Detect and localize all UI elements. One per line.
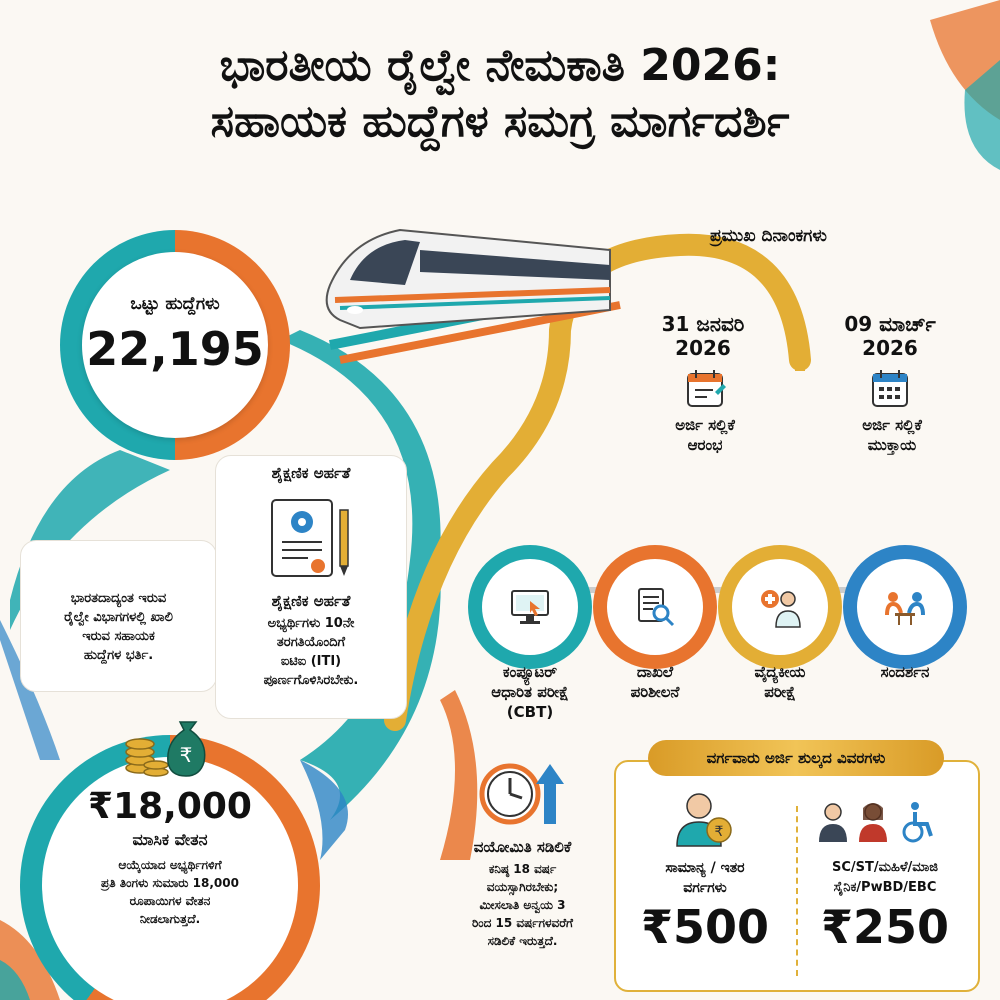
salary-line-3: ರೂಪಾಯಿಗಳ ವೇತನ (129, 894, 211, 908)
salary-line-1: ಆಯ್ಕೆಯಾದ ಅಭ್ಯರ್ಥಿಗಳಿಗೆ (118, 858, 222, 872)
date-start-label-line-1: ಅರ್ಜಿ ಸಲ್ಲಿಕೆ (675, 416, 735, 434)
title-line-2: ಸಹಾಯಕ ಹುದ್ದೆಗಳ ಸಮಗ್ರ ಮಾರ್ಗದರ್ಶಿ (210, 96, 790, 147)
certificate-icon (271, 499, 349, 577)
svg-text:₹: ₹ (715, 824, 724, 840)
total-posts-label: ಒಟ್ಟು ಹುದ್ದೆಗಳು (130, 294, 220, 314)
interview-icon (885, 592, 925, 625)
salary-label: ಮಾಸಿಕ ವೇತನ (132, 830, 208, 849)
age-line-4: ರಿಂದ 15 ವರ್ಷಗಳವರೆಗೆ (471, 916, 574, 930)
money-bag-icon: ₹ (125, 721, 206, 777)
fee-reserved-amount: ₹250 (820, 900, 950, 954)
fee-general-amount: ₹500 (640, 900, 770, 954)
date-start-label: ಅರ್ಜಿ ಸಲ್ಲಿಕೆ ಆರಂಭ (640, 415, 770, 455)
date-end-label-line-2: ಮುಕ್ತಾಯ (867, 436, 917, 454)
date-end-label: ಅರ್ಜಿ ಸಲ್ಲಿಕೆ ಮುಕ್ತಾಯ (827, 415, 957, 455)
date-end-year: 2026 (862, 336, 918, 360)
calendar-edit-icon (687, 370, 726, 407)
title-line-1: ಭಾರತೀಯ ರೈಲ್ವೇ ನೇಮಕಾತಿ 2026: (219, 40, 781, 91)
step-label-interview-line-1: ಸಂದರ್ಶನ (880, 663, 930, 681)
step-label-cbt: ಕಂಪ್ಯೂಟರ್ ಆಧಾರಿತ ಪರೀಕ್ಷೆ (CBT) (455, 662, 605, 722)
education-line-2: ತರಗತಿಯೊಂದಿಗೆ (276, 635, 346, 650)
medical-doctor-icon (761, 590, 801, 628)
description-line-1: ಭಾರತದಾದ್ಯಂತ ಇರುವ (70, 591, 167, 606)
age-line-2: ವಯಸ್ಸಾಗಿರಬೇಕು; (486, 880, 559, 894)
education-line-4: ಪೂರ್ಣಗೊಳಿಸಿರಬೇಕು. (263, 673, 359, 688)
age-line-3: ಮೀಸಲಾತಿ ಅನ್ವಯ 3 (479, 898, 566, 912)
description-line-2: ರೈಲ್ವೇ ವಿಭಾಗಗಳಲ್ಲಿ ಖಾಲಿ (64, 610, 173, 625)
salary-amount: ₹18,000 (88, 786, 252, 827)
date-start-year: 2026 (675, 336, 731, 360)
date-start-day: 31 ಜನವರಿ (661, 312, 745, 336)
key-dates-heading: ಪ್ರಮುಖ ದಿನಾಂಕಗಳು (710, 226, 827, 246)
total-posts-card: ಒಟ್ಟು ಹುದ್ದೆಗಳು 22,195 (82, 252, 268, 438)
step-label-document-line-2: ಪರಿಶೀಲನೆ (630, 683, 680, 701)
step-ring-interview (843, 545, 967, 669)
document-search-icon (638, 588, 675, 627)
train-icon (325, 228, 611, 330)
step-label-document-line-1: ದಾಖಲೆ (636, 663, 674, 681)
step-label-document: ದಾಖಲೆ ಪರಿಶೀಲನೆ (580, 662, 730, 702)
fee-heading: ವರ್ಗವಾರು ಅರ್ಜಿ ಶುಲ್ಕದ ವಿವರಗಳು (648, 740, 944, 776)
date-start: 31 ಜನವರಿ 2026 (638, 312, 768, 360)
date-end-day: 09 ಮಾರ್ಚ್ (844, 312, 936, 336)
education-text: ಅಭ್ಯರ್ಥಿಗಳು 10ನೇ ತರಗತಿಯೊಂದಿಗೆ ಐಟಿಐ (ITI)… (216, 614, 406, 690)
education-heading: ಶೈಕ್ಷಣಿಕ ಅರ್ಹತೆ (271, 464, 351, 482)
clock-age-icon (479, 763, 564, 825)
education-line-3: ಐಟಿಐ (ITI) (280, 654, 342, 669)
salary-text: ಆಯ್ಕೆಯಾದ ಅಭ್ಯರ್ಥಿಗಳಿಗೆ ಪ್ರತಿ ತಿಂಗಳು ಸುಮಾ… (40, 856, 300, 928)
date-start-label-line-2: ಆರಂಭ (687, 436, 723, 454)
fee-reserved-label: SC/ST/ಮಹಿಳೆ/ಮಾಜಿ ಸೈನಿಕ/PwBD/EBC (800, 858, 970, 898)
page-title: ಭಾರತೀಯ ರೈಲ್ವೇ ನೇಮಕಾತಿ 2026: ಸಹಾಯಕ ಹುದ್ದೆ… (0, 38, 1000, 150)
salary-card (42, 757, 298, 1000)
description-line-4: ಹುದ್ದೆಗಳ ಭರ್ತಿ. (83, 648, 154, 663)
step-ring-cbt (468, 545, 592, 669)
step-label-cbt-line-1: ಕಂಪ್ಯೂಟರ್ (502, 663, 558, 681)
calendar-grid-icon (872, 370, 908, 407)
salary-line-4: ನೀಡಲಾಗುತ್ತದೆ. (139, 912, 201, 926)
age-line-1: ಕನಿಷ್ಠ 18 ವರ್ಷ (488, 862, 557, 876)
date-end: 09 ಮಾರ್ಚ್ 2026 (825, 312, 955, 360)
step-label-medical-line-2: ಪರೀಕ್ಷೆ (764, 683, 796, 701)
date-end-label-line-1: ಅರ್ಜಿ ಸಲ್ಲಿಕೆ (862, 416, 922, 434)
step-label-cbt-line-3: (CBT) (506, 703, 554, 721)
description-card: ಭಾರತದಾದ್ಯಂತ ಇರುವ ರೈಲ್ವೇ ವಿಭಾಗಗಳಲ್ಲಿ ಖಾಲಿ… (20, 540, 217, 692)
salary-line-2: ಪ್ರತಿ ತಿಂಗಳು ಸುಮಾರು 18,000 (101, 876, 239, 890)
fee-divider (796, 806, 798, 976)
education-card: ಶೈಕ್ಷಣಿಕ ಅರ್ಹತೆ ಶೈಕ್ಷಣಿಕ ಅರ್ಹತೆ ಅಭ್ಯರ್ಥಿ… (215, 455, 407, 719)
education-subheading: ಶೈಕ್ಷಣಿಕ ಅರ್ಹತೆ (271, 592, 351, 610)
reserved-category-icon (819, 802, 933, 843)
step-ring-medical (718, 545, 842, 669)
step-label-medical-line-1: ವೈದ್ಯಕೀಯ (754, 663, 806, 681)
svg-text:₹: ₹ (180, 743, 193, 767)
fee-details-box (614, 760, 980, 992)
description-text: ಭಾರತದಾದ್ಯಂತ ಇರುವ ರೈಲ್ವೇ ವಿಭಾಗಗಳಲ್ಲಿ ಖಾಲಿ… (21, 589, 216, 665)
step-label-cbt-line-2: ಆಧಾರಿತ ಪರೀಕ್ಷೆ (491, 683, 569, 701)
step-ring-document (593, 545, 717, 669)
age-text: ಕನಿಷ್ಠ 18 ವರ್ಷ ವಯಸ್ಸಾಗಿರಬೇಕು; ಮೀಸಲಾತಿ ಅನ… (430, 860, 615, 950)
description-line-3: ಇರುವ ಸಹಾಯಕ (82, 629, 155, 644)
fee-reserved-line-1: SC/ST/ಮಹಿಳೆ/ಮಾಜಿ (832, 860, 938, 875)
computer-test-icon (511, 590, 549, 624)
education-line-1: ಅಭ್ಯರ್ಥಿಗಳು 10ನೇ (267, 616, 355, 631)
fee-general-label: ಸಾಮಾನ್ಯ / ಇತರ ವರ್ಗಗಳು (620, 858, 790, 898)
age-heading: ವಯೋಮಿತಿ ಸಡಿಲಿಕೆ (473, 838, 572, 856)
age-line-5: ಸಡಿಲಿಕೆ ಇರುತ್ತದೆ. (487, 934, 558, 948)
fee-general-line-2: ವರ್ಗಗಳು (683, 880, 727, 896)
step-label-interview: ಸಂದರ್ಶನ (830, 662, 980, 682)
general-category-icon: ₹ (676, 793, 732, 847)
step-label-medical: ವೈದ್ಯಕೀಯ ಪರೀಕ್ಷೆ (705, 662, 855, 702)
fee-general-line-1: ಸಾಮಾನ್ಯ / ಇತರ (665, 860, 745, 876)
total-posts-value: 22,195 (86, 322, 264, 376)
fee-reserved-line-2: ಸೈನಿಕ/PwBD/EBC (833, 880, 937, 895)
